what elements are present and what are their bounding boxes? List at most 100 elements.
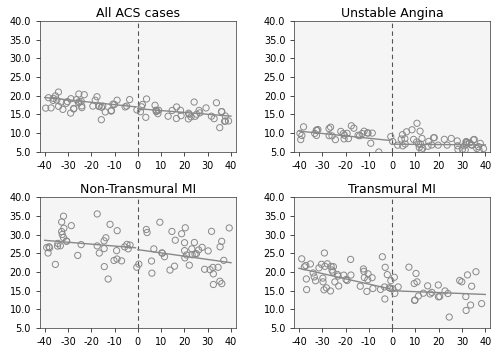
Point — [391, 291, 399, 296]
Point — [434, 294, 442, 299]
Point — [411, 297, 419, 303]
Point — [475, 147, 483, 153]
Point — [184, 110, 192, 116]
Point — [420, 290, 428, 296]
Point — [325, 126, 333, 132]
Point — [463, 140, 471, 145]
Point — [296, 131, 304, 136]
Point — [124, 246, 132, 252]
Point — [126, 242, 134, 248]
Point — [182, 225, 190, 231]
Point — [358, 131, 366, 136]
Point — [386, 285, 394, 290]
Point — [418, 147, 426, 153]
Point — [77, 242, 85, 247]
Title: Transmural MI: Transmural MI — [348, 183, 436, 196]
Point — [476, 141, 484, 146]
Point — [360, 275, 368, 280]
Point — [408, 127, 416, 133]
Point — [309, 270, 317, 276]
Point — [109, 102, 117, 107]
Point — [142, 227, 150, 232]
Point — [328, 133, 336, 139]
Point — [148, 270, 156, 276]
Point — [164, 113, 172, 119]
Point — [401, 136, 409, 142]
Point — [60, 235, 68, 240]
Point — [52, 93, 60, 99]
Point — [110, 258, 118, 263]
Point — [454, 147, 462, 152]
Point — [195, 107, 203, 113]
Point — [414, 293, 422, 299]
Point — [96, 250, 104, 256]
Point — [168, 229, 176, 234]
Point — [206, 267, 214, 273]
Point — [389, 286, 397, 291]
Point — [113, 256, 121, 262]
Point — [194, 247, 202, 253]
Point — [93, 94, 101, 99]
Point — [412, 139, 420, 145]
Point — [135, 261, 143, 267]
Point — [413, 120, 421, 126]
Point — [315, 265, 323, 271]
Title: All ACS cases: All ACS cases — [96, 7, 180, 20]
Point — [218, 239, 226, 244]
Point — [184, 116, 192, 122]
Point — [410, 281, 418, 286]
Point — [428, 142, 436, 148]
Point — [424, 283, 432, 289]
Point — [364, 131, 372, 136]
Point — [186, 262, 194, 268]
Point — [321, 263, 329, 269]
Point — [104, 276, 112, 282]
Point — [60, 225, 68, 231]
Point — [106, 222, 114, 227]
Point — [224, 118, 232, 124]
Point — [399, 143, 407, 149]
Point — [386, 286, 394, 291]
Point — [98, 104, 106, 110]
Point — [332, 137, 340, 142]
Point — [58, 219, 66, 225]
Point — [220, 258, 228, 263]
Point — [384, 272, 392, 277]
Point — [58, 232, 66, 237]
Point — [222, 118, 230, 124]
Point — [158, 251, 166, 256]
Point — [466, 302, 474, 308]
Point — [302, 276, 310, 282]
Point — [470, 137, 478, 142]
Point — [198, 245, 206, 250]
Point — [143, 230, 151, 235]
Point — [300, 264, 308, 269]
Point — [58, 229, 66, 234]
Point — [222, 113, 230, 119]
Point — [180, 248, 188, 253]
Point — [296, 137, 304, 142]
Point — [334, 283, 342, 289]
Point — [369, 286, 377, 291]
Point — [401, 141, 409, 147]
Point — [298, 256, 306, 262]
Point — [375, 149, 383, 155]
Point — [434, 142, 442, 148]
Point — [331, 279, 339, 285]
Point — [468, 142, 475, 147]
Point — [472, 269, 480, 275]
Point — [154, 107, 162, 113]
Point — [456, 278, 464, 283]
Point — [212, 100, 220, 105]
Point — [319, 279, 327, 285]
Point — [360, 266, 368, 272]
Point — [329, 269, 337, 275]
Point — [462, 139, 470, 145]
Point — [324, 261, 332, 267]
Point — [478, 301, 486, 306]
Point — [156, 220, 164, 225]
Point — [54, 243, 62, 249]
Point — [208, 113, 216, 119]
Point — [210, 271, 218, 277]
Point — [320, 250, 328, 256]
